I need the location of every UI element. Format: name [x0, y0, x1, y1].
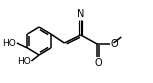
Text: N: N — [77, 8, 84, 19]
Text: HO: HO — [2, 39, 16, 47]
Text: O: O — [94, 59, 102, 68]
Text: O: O — [111, 39, 118, 49]
Text: HO: HO — [17, 57, 30, 65]
